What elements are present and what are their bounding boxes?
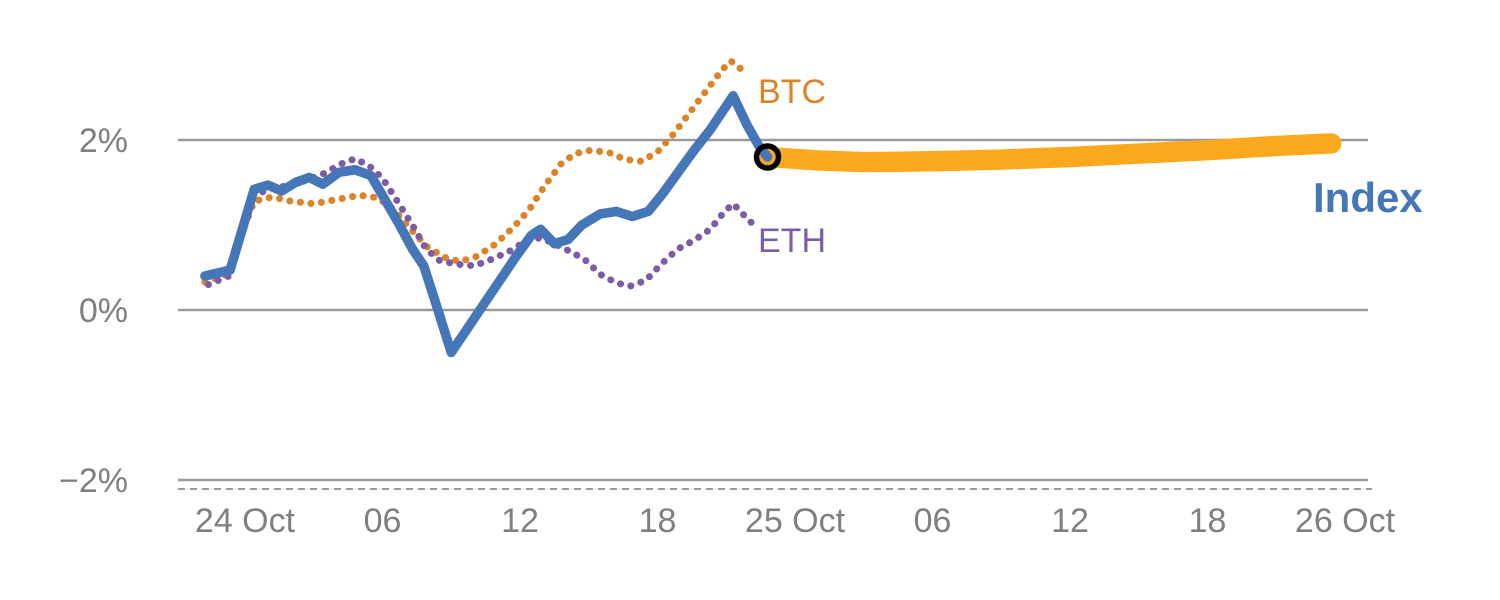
x-tick-06b: 06 bbox=[914, 502, 952, 540]
series-index bbox=[200, 91, 773, 358]
label-eth: ETH bbox=[758, 222, 826, 260]
series-eth bbox=[204, 155, 762, 290]
current-marker bbox=[753, 143, 782, 171]
y-tick-neg2pct: −2% bbox=[59, 462, 128, 500]
x-tick-24oct: 24 Oct bbox=[195, 502, 296, 540]
label-index: Index bbox=[1313, 174, 1423, 221]
x-tick-12a: 12 bbox=[501, 502, 539, 540]
series-btc bbox=[201, 57, 751, 286]
x-tick-18b: 18 bbox=[1189, 502, 1227, 540]
x-tick-06a: 06 bbox=[364, 502, 402, 540]
y-axis-labels: 2% 0% −2% bbox=[59, 122, 128, 500]
y-tick-2pct: 2% bbox=[79, 122, 128, 160]
x-tick-25oct: 25 Oct bbox=[745, 502, 846, 540]
x-tick-18a: 18 bbox=[639, 502, 677, 540]
x-tick-26oct: 26 Oct bbox=[1295, 502, 1396, 540]
x-tick-12b: 12 bbox=[1051, 502, 1089, 540]
gridlines bbox=[178, 138, 1372, 490]
y-tick-0pct: 0% bbox=[79, 292, 128, 330]
forecast-band bbox=[757, 133, 1342, 173]
label-btc: BTC bbox=[758, 73, 826, 111]
x-axis-labels: 24 Oct 06 12 18 25 Oct 06 12 18 26 Oct bbox=[195, 502, 1396, 540]
